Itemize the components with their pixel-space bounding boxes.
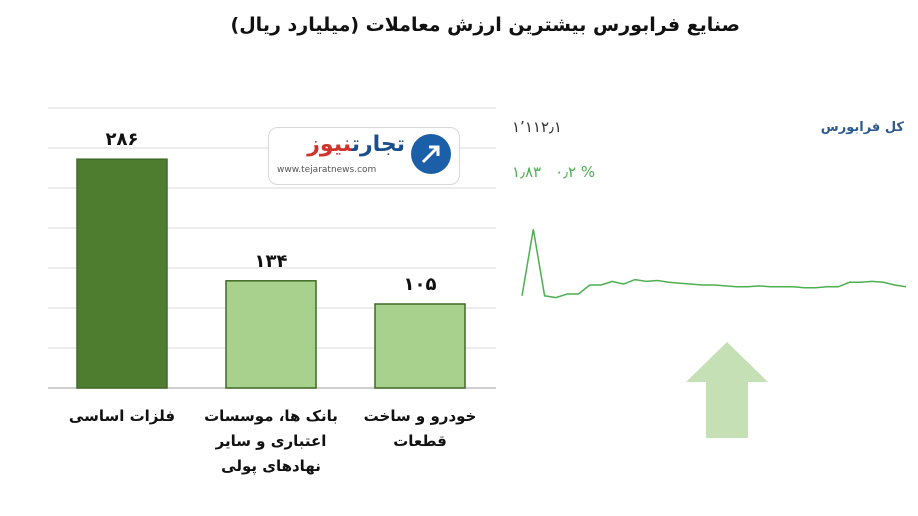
logo-arrow-icon: [411, 134, 451, 174]
bar-2: [225, 280, 317, 389]
logo-name-part1: تجارت: [351, 132, 405, 157]
x-tick-label-line: قطعات: [393, 432, 447, 450]
x-tick-label: بانک ها، موسسات اعتباری و سایر نهادهای پول…: [196, 404, 346, 479]
up-arrow-icon: [686, 342, 768, 438]
index-change-points: ۱٫۸۳: [512, 163, 542, 181]
x-tick-label: خودرو و ساخت قطعات: [345, 404, 495, 454]
bar-3: [374, 303, 466, 389]
x-tick-label-line: فلزات اساسی: [68, 407, 176, 425]
logo-text: تجارتنیوز: [307, 132, 405, 157]
x-tick-label-line: خودرو و ساخت: [363, 407, 477, 425]
tejaratnews-logo: تجارتنیوز www.tejaratnews.com: [268, 127, 460, 185]
x-tick-label-line: نهادهای پولی: [221, 457, 321, 475]
logo-name-part2: نیوز: [307, 132, 352, 157]
x-tick-label-line: بانک ها، موسسات: [204, 407, 338, 425]
bar-value-label: ۱۰۵: [404, 274, 437, 295]
logo-url: www.tejaratnews.com: [277, 165, 377, 175]
x-tick-label-line: اعتباری و سایر: [215, 432, 327, 450]
bar-value-label: ۲۸۶: [106, 129, 139, 150]
bar-1: [76, 158, 168, 389]
up-arrow-shape: [686, 342, 768, 438]
chart-title: صنایع فرابورس بیشترین ارزش معاملات (میلی…: [230, 14, 740, 36]
index-change: ۱٫۸۳ ۰٫۲ %: [512, 163, 609, 181]
x-tick-label: فلزات اساسی: [47, 404, 197, 429]
bar-value-label: ۱۳۴: [255, 251, 288, 272]
sparkline-series: [521, 229, 907, 299]
index-value: ۱٬۱۱۲٫۱: [512, 118, 562, 136]
index-name: کل فرابورس: [820, 120, 904, 135]
index-change-percent: ۰٫۲ %: [555, 163, 596, 181]
